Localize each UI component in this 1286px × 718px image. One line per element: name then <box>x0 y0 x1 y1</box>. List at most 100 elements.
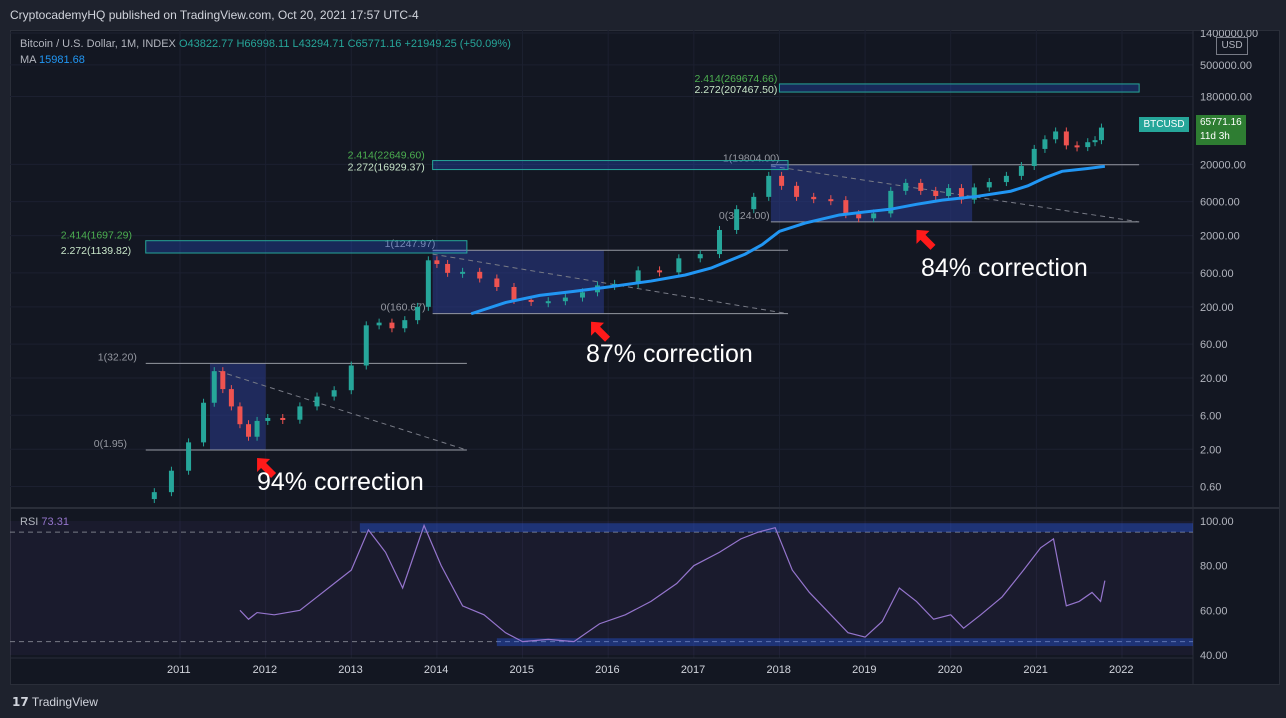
candle-body <box>1053 131 1059 140</box>
moving-average-line <box>470 164 1106 316</box>
year-tick-label: 2019 <box>852 664 876 676</box>
ma-legend: MA 15981.68 <box>20 54 85 66</box>
candle-body <box>1085 142 1091 148</box>
fib-level-label: 0(3124.00) <box>719 210 770 222</box>
candle-body <box>151 492 157 500</box>
fib-level-label: 1(19804.00) <box>723 153 780 165</box>
candle-body <box>1018 165 1024 176</box>
candle-body <box>460 271 466 274</box>
candle-body <box>1003 175 1009 183</box>
symbol-legend: Bitcoin / U.S. Dollar, 1M, INDEX O43822.… <box>20 38 511 50</box>
fib-target-label: 2.414(1697.29) <box>61 230 132 242</box>
candle-body <box>734 209 740 230</box>
ohlc-values: O43822.77 H66998.11 L43294.71 C65771.16 … <box>178 38 511 50</box>
fib-target-label: 2.414(22649.60) <box>348 150 425 162</box>
candle-body <box>376 322 382 326</box>
candle-body <box>246 424 252 437</box>
candle-body <box>918 182 924 191</box>
tradingview-logo[interactable]: 𝟭𝟳 TradingView <box>12 695 98 709</box>
candle-body <box>1031 148 1037 166</box>
ma-value: 15981.68 <box>38 54 85 66</box>
candle-body <box>717 229 723 255</box>
candle-body <box>751 196 757 210</box>
fib-target-label: 2.272(16929.37) <box>348 162 425 174</box>
red-arrow-icon <box>257 458 277 479</box>
rsi-tick-label: 40.00 <box>1200 650 1228 662</box>
price-tick-label: 0.60 <box>1200 482 1221 494</box>
year-tick-label: 2020 <box>938 664 962 676</box>
rsi-band <box>10 521 1193 655</box>
candle-body <box>348 365 354 391</box>
candle-body <box>794 185 800 197</box>
red-arrow-icon <box>916 229 936 250</box>
candle-body <box>946 188 952 197</box>
candle-body <box>579 292 585 298</box>
candle-body <box>545 301 551 304</box>
red-arrow-icon <box>591 321 611 342</box>
candle-body <box>402 320 408 329</box>
candle-body <box>280 417 286 420</box>
price-tick-label: 6000.00 <box>1200 197 1240 209</box>
last-price-tag: 65771.16 11d 3h <box>1196 115 1246 145</box>
candle-body <box>1092 140 1098 143</box>
candle-body <box>228 389 234 407</box>
candle-body <box>856 214 862 219</box>
price-tick-label: 2.00 <box>1200 444 1221 456</box>
price-chart[interactable]: 1(32.20) 0(1.95) 1(1247.97) 0(160.67) 1(1980… <box>10 30 1280 685</box>
publish-header: CryptocademyHQ published on TradingView.… <box>0 0 1286 30</box>
year-tick-label: 2018 <box>766 664 790 676</box>
candle-body <box>933 190 939 197</box>
fib-level-label: 0(1.95) <box>94 438 127 450</box>
rsi-legend: RSI 73.31 <box>20 516 69 528</box>
candle-body <box>511 286 517 300</box>
rsi-label: RSI <box>20 516 39 528</box>
rsi-tick-label: 80.00 <box>1200 561 1228 573</box>
correction-annotation: 94% correction <box>257 468 424 496</box>
year-tick-label: 2011 <box>167 664 191 676</box>
price-tick-label: 600.00 <box>1200 268 1234 280</box>
candle-body <box>766 175 772 197</box>
price-tick-label: 1400000.00 <box>1200 30 1258 40</box>
currency-button[interactable]: USD <box>1216 37 1248 55</box>
candle-body <box>168 470 174 493</box>
candle-body <box>528 299 534 302</box>
year-tick-label: 2015 <box>510 664 534 676</box>
rsi-value: 73.31 <box>41 516 69 528</box>
footer: 𝟭𝟳 TradingView <box>0 686 1286 718</box>
candle-body <box>445 263 451 273</box>
ticker-tag: BTCUSD <box>1139 117 1189 132</box>
fib-target-zone <box>778 83 1140 93</box>
candle-body <box>562 297 568 302</box>
correction-annotation: 84% correction <box>921 254 1088 282</box>
candle-body <box>415 306 421 321</box>
rsi-high-zone <box>359 523 1193 533</box>
candle-body <box>986 182 992 188</box>
fib-level-label: 1(32.20) <box>98 351 137 363</box>
candle-body <box>1074 145 1080 148</box>
tv-logo-icon: 𝟭𝟳 <box>12 695 29 709</box>
fib-target-zone <box>432 160 789 171</box>
price-tick-label: 2000.00 <box>1200 231 1240 243</box>
fib-level-label: 0(160.67) <box>381 302 426 314</box>
candle-body <box>676 258 682 273</box>
candle-body <box>903 182 909 191</box>
candle-body <box>779 175 785 186</box>
fib-target-label: 2.272(1139.82) <box>61 245 131 257</box>
year-tick-label: 2022 <box>1109 664 1133 676</box>
fib-target-label: 2.272(207467.50) <box>694 84 777 96</box>
trend-line <box>432 253 789 315</box>
candle-body <box>434 260 440 264</box>
candle-body <box>635 270 641 284</box>
candle-body <box>220 371 226 390</box>
year-tick-label: 2021 <box>1023 664 1047 676</box>
fib-target-label: 2.414(269674.66) <box>694 73 777 85</box>
candle-body <box>958 188 964 200</box>
symbol-name: Bitcoin / U.S. Dollar, 1M, INDEX <box>20 38 176 50</box>
candle-body <box>811 196 817 200</box>
price-tick-label: 500000.00 <box>1200 60 1252 72</box>
candle-body <box>971 187 977 200</box>
last-price-value: 65771.16 <box>1200 117 1242 128</box>
fib-level-label: 1(1247.97) <box>385 238 436 250</box>
rsi-line <box>239 523 1106 643</box>
candle-body <box>331 390 337 397</box>
